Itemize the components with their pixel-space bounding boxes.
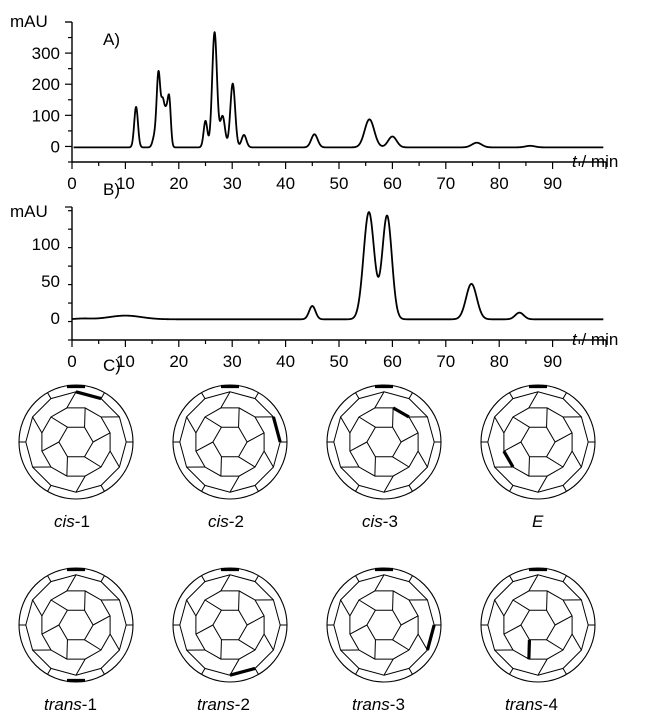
x-tick-label-a: 80 <box>490 174 509 193</box>
isomer-caption-cis-3: cis-3 <box>362 512 398 531</box>
x-axis-variable-a: t <box>572 152 577 171</box>
isomer-caption-trans-4: trans-4 <box>505 695 558 714</box>
addend-bond <box>502 450 515 468</box>
y-tick-label-a: 0 <box>51 137 60 156</box>
isomer-caption-cis-1: cis-1 <box>54 512 90 531</box>
addend-bond <box>75 390 102 401</box>
addend-bond <box>425 624 436 651</box>
y-tick-label-b: 50 <box>41 272 60 291</box>
fullerene-5 <box>172 567 288 683</box>
y-tick-label-a: 300 <box>32 44 60 63</box>
x-axis-label-b: t / min <box>572 330 618 350</box>
x-tick-label-b: 50 <box>330 352 349 371</box>
x-tick-label-b: 60 <box>383 352 402 371</box>
fullerene-isomer-panel <box>18 384 596 683</box>
x-tick-label-a: 0 <box>67 174 76 193</box>
x-axis-unit-b: / min <box>581 330 619 349</box>
isomer-caption-cis-2: cis-2 <box>208 512 244 531</box>
fullerene-6 <box>326 567 442 683</box>
x-tick-label-a: 30 <box>223 174 242 193</box>
addend-bond <box>527 639 532 660</box>
x-tick-label-b: 0 <box>67 352 76 371</box>
chromatogram-a: 0 100 200 300 0 10 20 30 40 50 60 70 80 90 <box>32 21 607 193</box>
isomer-caption-trans-2: trans-2 <box>197 695 250 714</box>
y-tick-label-a: 100 <box>32 106 60 125</box>
addend-bond <box>392 406 410 419</box>
x-tick-label-b: 20 <box>169 352 188 371</box>
x-axis-unit-a: / min <box>581 152 619 171</box>
fullerene-3 <box>480 384 596 500</box>
panel-label-c: C) <box>103 356 121 375</box>
panel-label-a: A) <box>103 30 120 49</box>
isomer-caption-trans-1: trans-1 <box>44 695 97 714</box>
x-axis-variable-b: t <box>572 330 577 349</box>
x-tick-label-a: 40 <box>276 174 295 193</box>
x-tick-label-b: 30 <box>223 352 242 371</box>
fullerene-1 <box>172 384 288 500</box>
addend-bond <box>229 666 256 677</box>
trace-b <box>71 211 604 321</box>
fullerene-2 <box>326 384 442 500</box>
y-tick-label-b: 100 <box>32 235 60 254</box>
x-tick-label-a: 60 <box>383 174 402 193</box>
x-tick-label-b: 10 <box>116 352 135 371</box>
y-tick-label-a: 200 <box>32 75 60 94</box>
fullerene-0 <box>18 384 134 500</box>
x-tick-label-b: 90 <box>543 352 562 371</box>
panel-label-b: B) <box>103 180 120 199</box>
fullerene-7 <box>480 567 596 683</box>
x-tick-label-a: 50 <box>330 174 349 193</box>
y-axis-label-a: mAU <box>10 12 48 31</box>
x-tick-label-b: 40 <box>276 352 295 371</box>
x-axis-label-a: t / min <box>572 152 618 172</box>
y-axis-label-b: mAU <box>10 202 48 221</box>
isomer-caption-e: E <box>532 512 544 531</box>
x-tick-label-b: 70 <box>436 352 455 371</box>
isomer-caption-trans-3: trans-3 <box>352 695 405 714</box>
x-tick-label-a: 10 <box>116 174 135 193</box>
y-tick-label-b: 0 <box>51 309 60 328</box>
x-tick-label-a: 70 <box>436 174 455 193</box>
trace-a <box>72 31 604 149</box>
x-tick-label-a: 90 <box>543 174 562 193</box>
addend-bond <box>271 416 282 443</box>
chromatogram-b: 0 50 100 0 10 20 30 40 50 60 70 80 90 <box>32 206 607 371</box>
fullerene-4 <box>18 567 134 683</box>
x-tick-label-a: 20 <box>169 174 188 193</box>
x-tick-label-b: 80 <box>490 352 509 371</box>
